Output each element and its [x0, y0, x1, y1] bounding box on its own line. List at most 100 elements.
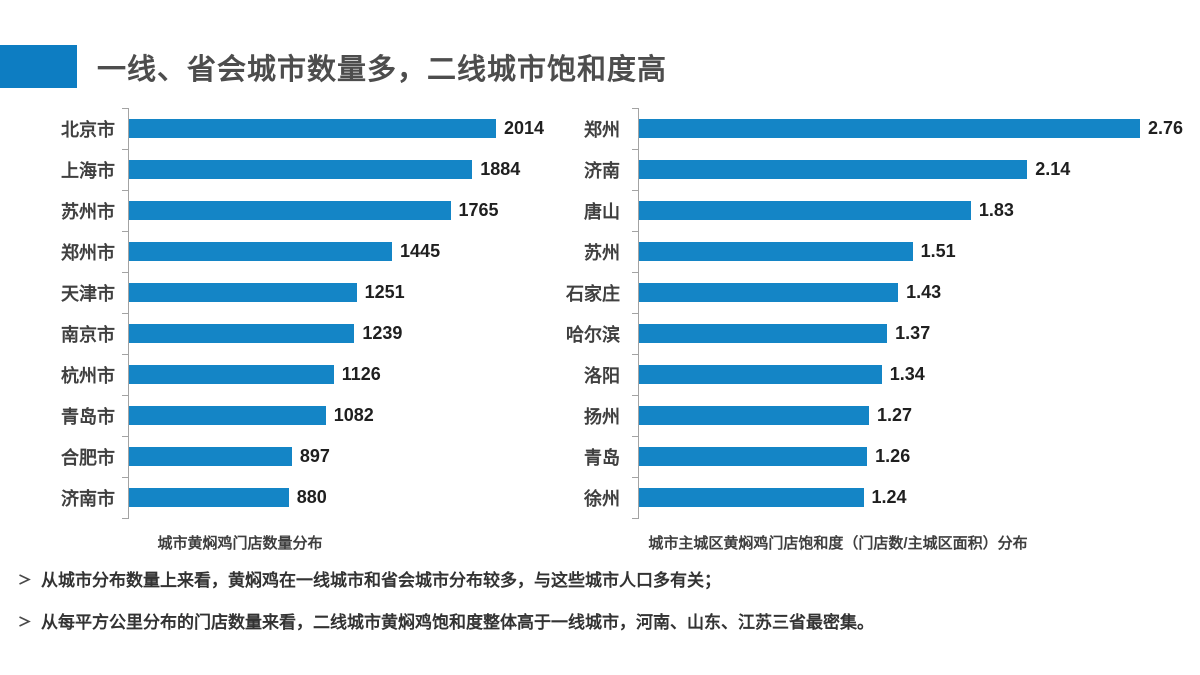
- bar: [128, 160, 473, 179]
- category-label: 天津市: [61, 283, 115, 304]
- value-label: 1239: [362, 323, 403, 343]
- chart-row: 苏州市 1765: [40, 190, 560, 231]
- chart-row: 石家庄 1.43: [560, 272, 1160, 313]
- bar: [128, 488, 289, 507]
- value-label: 1.27: [876, 405, 913, 425]
- value-label: 2014: [504, 118, 545, 138]
- value-label: 1445: [400, 241, 441, 261]
- category-label: 济南: [584, 160, 620, 181]
- value-label: 880: [296, 487, 327, 507]
- chart-row: 北京市 2014: [40, 108, 560, 149]
- chart-row: 哈尔滨 1.37: [560, 313, 1160, 354]
- bar: [638, 201, 971, 220]
- bar: [638, 447, 868, 466]
- chart-row: 南京市 1239: [40, 313, 560, 354]
- bar: [128, 242, 393, 261]
- arrow-bullet-icon: [19, 574, 31, 585]
- bar: [128, 324, 355, 343]
- value-label: 1126: [341, 364, 381, 384]
- category-label: 哈尔滨: [566, 324, 620, 345]
- bar: [638, 242, 913, 261]
- chart-row: 上海市 1884: [40, 149, 560, 190]
- value-label: 2.14: [1035, 159, 1071, 179]
- value-label: 1.26: [875, 446, 911, 466]
- category-label: 苏州市: [61, 201, 115, 222]
- category-axis-line: [638, 108, 639, 519]
- value-label: 1.51: [920, 241, 956, 261]
- bar: [638, 365, 882, 384]
- category-label: 杭州市: [61, 365, 115, 386]
- accent-block: [0, 45, 77, 88]
- category-label: 洛阳: [584, 365, 620, 386]
- chart-row: 扬州 1.27: [560, 395, 1160, 436]
- category-label: 苏州: [584, 242, 620, 263]
- bar: [128, 283, 357, 302]
- axis-tick-marks: [122, 108, 128, 519]
- value-label: 1.24: [871, 487, 907, 507]
- category-label: 徐州: [584, 488, 620, 509]
- axis-tick-marks: [632, 108, 638, 519]
- category-axis-line: [128, 108, 129, 519]
- value-label: 1.37: [895, 323, 931, 343]
- chart-saturation: 郑州 2.76 济南 2.14 唐山 1.83 苏州 1.51 石家庄 1.43 哈尔滨 1.37 洛阳…: [560, 108, 1183, 553]
- insight-item: 从每平方公里分布的门店数量来看，二线城市黄焖鸡饱和度整体高于一线城市，河南、山东…: [18, 610, 1176, 636]
- bar: [128, 201, 451, 220]
- chart-row: 唐山 1.83: [560, 190, 1160, 231]
- chart-row: 青岛市 1082: [40, 395, 560, 436]
- bar: [638, 160, 1028, 179]
- insight-text: 从每平方公里分布的门店数量来看，二线城市黄焖鸡饱和度整体高于一线城市，河南、山东…: [41, 612, 874, 632]
- value-label: 1884: [480, 159, 521, 179]
- slide-header: 一线、省会城市数量多，二线城市饱和度高: [0, 45, 667, 88]
- value-label: 1082: [333, 405, 374, 425]
- bar: [128, 406, 326, 425]
- insights-list: 从城市分布数量上来看，黄焖鸡在一线城市和省会城市分布较多，与这些城市人口多有关；…: [18, 568, 1176, 651]
- category-label: 唐山: [584, 201, 620, 222]
- value-label: 1765: [458, 200, 499, 220]
- category-label: 青岛: [584, 447, 620, 468]
- bar: [638, 119, 1140, 138]
- chart-plot-area: 郑州 2.76 济南 2.14 唐山 1.83 苏州 1.51 石家庄 1.43 哈尔滨 1.37 洛阳…: [560, 108, 1183, 519]
- chart-row: 苏州 1.51: [560, 231, 1160, 272]
- chart-row: 郑州 2.76: [560, 108, 1183, 149]
- bar: [128, 447, 292, 466]
- chart-plot-area: 北京市 2014 上海市 1884 苏州市 1765 郑州市 1445 天津市 1251 南京市 12…: [40, 108, 560, 519]
- insight-text: 从城市分布数量上来看，黄焖鸡在一线城市和省会城市分布较多，与这些城市人口多有关；: [41, 571, 721, 590]
- arrow-bullet-icon: [19, 615, 31, 627]
- chart-row: 郑州市 1445: [40, 231, 560, 272]
- chart-caption: 城市主城区黄焖鸡门店饱和度（门店数/主城区面积）分布: [648, 535, 1028, 552]
- category-label: 南京市: [61, 324, 115, 345]
- chart-row: 济南 2.14: [560, 149, 1160, 190]
- value-label: 2.76: [1148, 118, 1184, 138]
- bar: [128, 365, 334, 384]
- value-label: 1.43: [906, 282, 942, 302]
- category-label: 北京市: [61, 119, 115, 140]
- chart-row: 合肥市 897: [40, 436, 560, 477]
- chart-store-count: 北京市 2014 上海市 1884 苏州市 1765 郑州市 1445 天津市 1251 南京市 12…: [40, 108, 560, 553]
- category-label: 石家庄: [566, 283, 620, 304]
- chart-row: 济南市 880: [40, 477, 560, 518]
- charts-area: 北京市 2014 上海市 1884 苏州市 1765 郑州市 1445 天津市 1251 南京市 12…: [40, 108, 1183, 553]
- category-label: 合肥市: [61, 447, 115, 468]
- category-label: 扬州: [584, 406, 620, 427]
- insight-item: 从城市分布数量上来看，黄焖鸡在一线城市和省会城市分布较多，与这些城市人口多有关；: [18, 568, 1176, 594]
- chart-row: 天津市 1251: [40, 272, 560, 313]
- value-label: 1.34: [889, 364, 925, 384]
- bar: [638, 406, 869, 425]
- category-label: 青岛市: [61, 406, 115, 427]
- bar: [128, 119, 496, 138]
- value-label: 1.83: [978, 200, 1014, 220]
- value-label: 897: [299, 446, 330, 466]
- category-label: 济南市: [61, 488, 115, 509]
- chart-row: 洛阳 1.34: [560, 354, 1160, 395]
- chart-row: 杭州市 1126: [40, 354, 560, 395]
- value-label: 1251: [364, 282, 405, 302]
- page-title: 一线、省会城市数量多，二线城市饱和度高: [97, 53, 668, 86]
- bar: [638, 488, 864, 507]
- chart-row: 徐州 1.24: [560, 477, 1160, 518]
- category-label: 上海市: [61, 160, 115, 181]
- category-label: 郑州: [584, 119, 620, 140]
- chart-caption: 城市黄焖鸡门店数量分布: [157, 535, 323, 552]
- bar: [638, 283, 899, 302]
- category-label: 郑州市: [61, 242, 115, 263]
